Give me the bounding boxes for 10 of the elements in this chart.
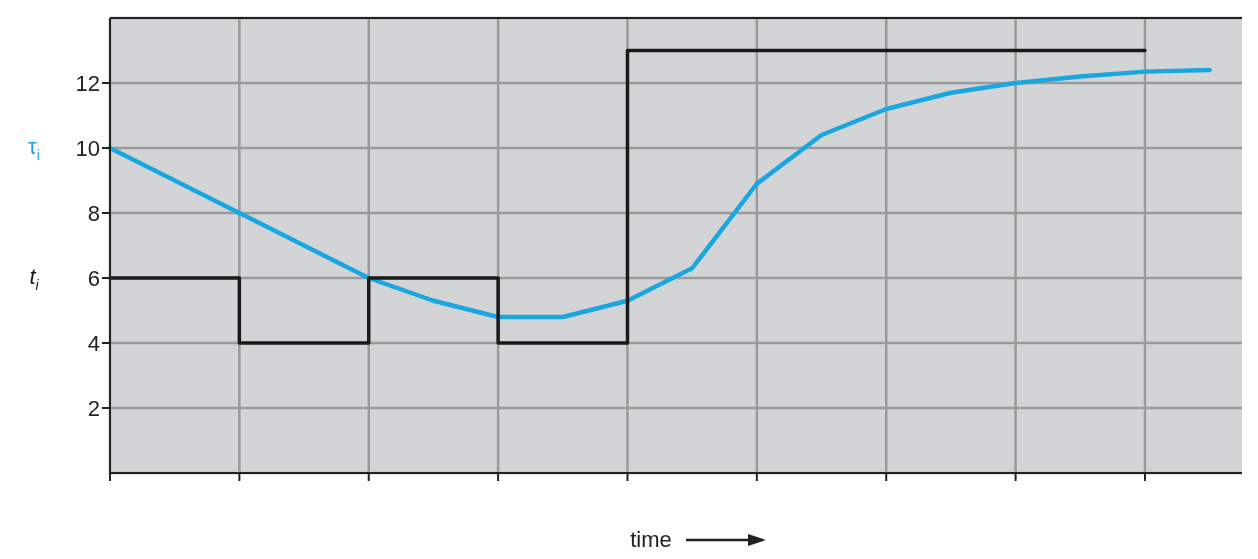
y-tick-label: 8 <box>87 200 100 226</box>
y-tick-label: 4 <box>87 330 100 356</box>
y-tick-label: 10 <box>75 135 100 161</box>
y-tick-label: 2 <box>87 395 100 421</box>
y-tick-label: 12 <box>75 70 100 96</box>
line-series <box>107 67 1212 320</box>
x-axis-title: time <box>630 527 672 553</box>
y-tick-label: 6 <box>87 265 100 291</box>
text: τ$_{i}$ <box>28 133 40 163</box>
text: t$_{i}$ <box>29 263 40 293</box>
